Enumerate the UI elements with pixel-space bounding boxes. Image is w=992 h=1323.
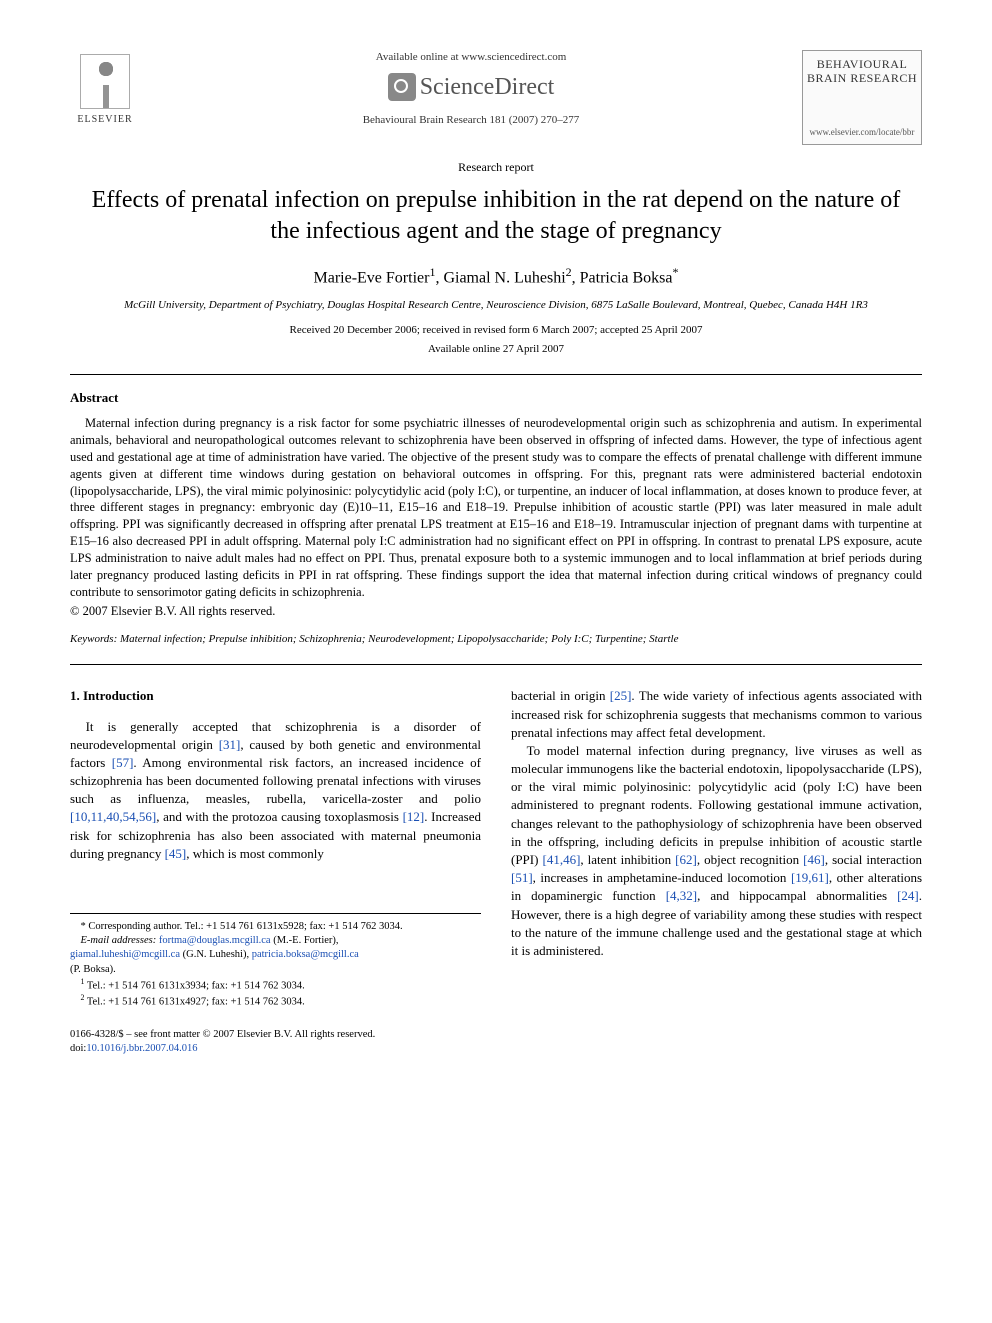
abstract-paragraph: Maternal infection during pregnancy is a…	[70, 415, 922, 601]
article-title: Effects of prenatal infection on prepuls…	[90, 185, 902, 247]
body-columns: 1. Introduction It is generally accepted…	[70, 687, 922, 1055]
dates-available: Available online 27 April 2007	[70, 342, 922, 357]
journal-cover: BEHAVIOURAL BRAIN RESEARCH www.elsevier.…	[802, 50, 922, 145]
sciencedirect-icon	[388, 73, 416, 101]
ref-link[interactable]: [31]	[219, 737, 241, 752]
intro-heading: 1. Introduction	[70, 687, 481, 705]
keywords-label: Keywords:	[70, 633, 117, 645]
t: Tel.: +1 514 761 6131x3934; fax: +1 514 …	[87, 980, 305, 991]
doi-line: doi:10.1016/j.bbr.2007.04.016	[70, 1042, 481, 1056]
t: , social interaction	[825, 852, 922, 867]
authors: Marie-Eve Fortier1, Giamal N. Luheshi2, …	[70, 264, 922, 289]
dates-received: Received 20 December 2006; received in r…	[70, 323, 922, 338]
footnote-emails-3: (P. Boksa).	[70, 963, 481, 977]
t: Tel.: +1 514 761 6131x4927; fax: +1 514 …	[87, 997, 305, 1008]
ref-link[interactable]: [46]	[803, 852, 825, 867]
ref-link[interactable]: [24]	[897, 888, 919, 903]
ref-link[interactable]: [10,11,40,54,56]	[70, 809, 156, 824]
ref-link[interactable]: [51]	[511, 870, 533, 885]
intro-p1-left: It is generally accepted that schizophre…	[70, 718, 481, 864]
ref-link[interactable]: [19,61]	[791, 870, 829, 885]
footnote-2: 2 Tel.: +1 514 761 6131x4927; fax: +1 51…	[70, 993, 481, 1010]
ref-link[interactable]: [62]	[675, 852, 697, 867]
t: , latent inhibition	[580, 852, 675, 867]
email-link[interactable]: fortma@douglas.mcgill.ca	[159, 935, 271, 946]
footnotes: * Corresponding author. Tel.: +1 514 761…	[70, 913, 481, 1010]
elsevier-logo: ELSEVIER	[70, 50, 140, 130]
footnote-emails: E-mail addresses: fortma@douglas.mcgill.…	[70, 934, 481, 948]
rule-top	[70, 374, 922, 375]
t: bacterial in origin	[511, 688, 610, 703]
t: (G.N. Luheshi),	[180, 949, 252, 960]
doi-prefix: doi:	[70, 1043, 86, 1054]
sciencedirect-label: ScienceDirect	[420, 71, 555, 103]
ref-link[interactable]: [25]	[610, 688, 632, 703]
ref-link[interactable]: [41,46]	[542, 852, 580, 867]
t: (M.-E. Fortier),	[271, 935, 339, 946]
doi-block: 0166-4328/$ – see front matter © 2007 El…	[70, 1028, 481, 1055]
citation: Behavioural Brain Research 181 (2007) 27…	[160, 113, 782, 128]
keywords-list: Maternal infection; Prepulse inhibition;…	[120, 633, 678, 645]
abstract-copyright: © 2007 Elsevier B.V. All rights reserved…	[70, 603, 922, 620]
journal-cover-url: www.elsevier.com/locate/bbr	[807, 126, 917, 138]
ref-link[interactable]: [4,32]	[666, 888, 697, 903]
ref-link[interactable]: [57]	[112, 755, 134, 770]
masthead: ELSEVIER Available online at www.science…	[70, 50, 922, 145]
affiliation: McGill University, Department of Psychia…	[110, 298, 882, 312]
footnote-emails-2: giamal.luheshi@mcgill.ca (G.N. Luheshi),…	[70, 948, 481, 962]
column-left: 1. Introduction It is generally accepted…	[70, 687, 481, 1055]
ref-link[interactable]: [12]	[403, 809, 425, 824]
abstract-heading: Abstract	[70, 389, 922, 407]
intro-p1-right: bacterial in origin [25]. The wide varie…	[511, 687, 922, 742]
elsevier-tree-icon	[80, 54, 130, 109]
front-matter-line: 0166-4328/$ – see front matter © 2007 El…	[70, 1028, 481, 1042]
column-right: bacterial in origin [25]. The wide varie…	[511, 687, 922, 1055]
header-center: Available online at www.sciencedirect.co…	[140, 50, 802, 128]
footnote-1: 1 Tel.: +1 514 761 6131x3934; fax: +1 51…	[70, 977, 481, 994]
footnote-corr: * Corresponding author. Tel.: +1 514 761…	[70, 920, 481, 934]
elsevier-name: ELSEVIER	[77, 113, 132, 127]
t: , and with the protozoa causing toxoplas…	[156, 809, 402, 824]
t: , which is most commonly	[186, 846, 324, 861]
available-online-text: Available online at www.sciencedirect.co…	[160, 50, 782, 65]
email-link[interactable]: giamal.luheshi@mcgill.ca	[70, 949, 180, 960]
keywords: Keywords: Maternal infection; Prepulse i…	[70, 632, 922, 647]
ref-link[interactable]: [45]	[165, 846, 187, 861]
email-label: E-mail addresses:	[81, 935, 157, 946]
email-link[interactable]: patricia.boksa@mcgill.ca	[252, 949, 359, 960]
sciencedirect-logo: ScienceDirect	[160, 71, 782, 103]
abstract-body: Maternal infection during pregnancy is a…	[70, 415, 922, 601]
t: , object recognition	[697, 852, 803, 867]
t: , and hippocampal abnormalities	[697, 888, 897, 903]
journal-cover-title: BEHAVIOURAL BRAIN RESEARCH	[807, 57, 917, 86]
doi-link[interactable]: 10.1016/j.bbr.2007.04.016	[86, 1043, 197, 1054]
t: , increases in amphetamine-induced locom…	[533, 870, 791, 885]
t: To model maternal infection during pregn…	[511, 743, 922, 867]
rule-bottom	[70, 664, 922, 665]
article-type: Research report	[70, 159, 922, 175]
intro-p2-right: To model maternal infection during pregn…	[511, 742, 922, 960]
